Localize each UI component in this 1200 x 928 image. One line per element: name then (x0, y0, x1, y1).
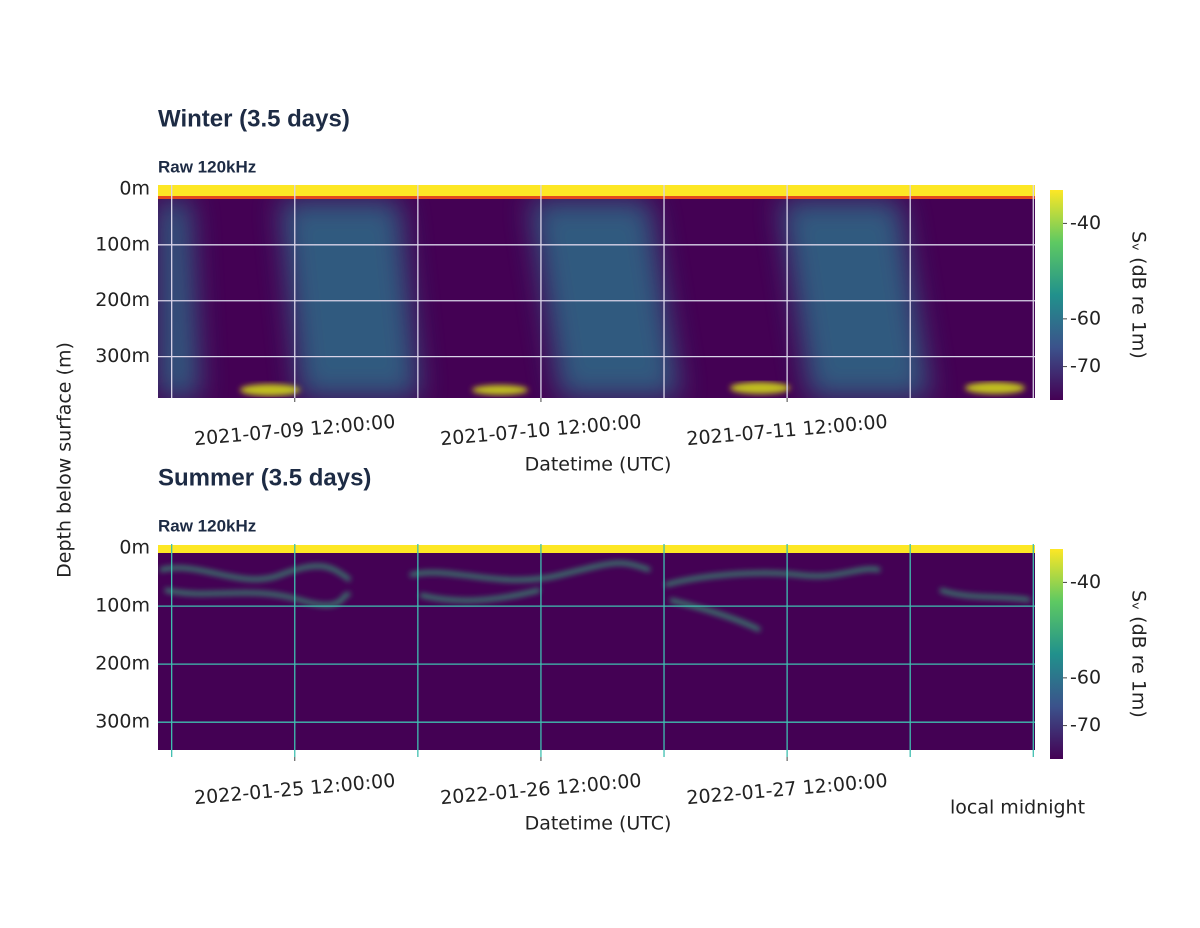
echogram-texture (158, 185, 1035, 398)
x-axis-label: Datetime (UTC) (525, 454, 672, 476)
y-tick-label: 0m (119, 177, 150, 199)
midnight-marker (807, 139, 824, 171)
colorbar-tick-label: -70 (1070, 355, 1101, 377)
x-axis-label: Datetime (UTC) (525, 813, 672, 835)
midnight-marker (838, 498, 855, 530)
x-tick-label: 2021-07-10 12:00:00 (439, 411, 642, 451)
x-tick-label: 2021-07-09 12:00:00 (193, 411, 396, 451)
colorbar (1050, 549, 1063, 759)
legend-marker (903, 790, 922, 826)
y-tick-label: 200m (95, 653, 150, 675)
y-tick-label: 300m (95, 711, 150, 733)
colorbar (1050, 190, 1063, 400)
y-tick-label: 200m (95, 289, 150, 311)
colorbar-tick-label: -70 (1070, 714, 1101, 736)
x-tick-label: 2021-07-11 12:00:00 (686, 411, 889, 451)
panel-title: Winter (3.5 days) (158, 105, 350, 132)
y-tick-label: 0m (119, 537, 150, 559)
y-tick-label: 100m (95, 595, 150, 617)
panel-subtitle: Raw 120kHz (158, 516, 256, 535)
midnight-marker (325, 139, 342, 171)
x-tick-label: 2022-01-26 12:00:00 (439, 770, 642, 810)
colorbar-tick-label: -40 (1070, 212, 1101, 234)
y-tick-label: 300m (95, 345, 150, 367)
y-tick-label: 100m (95, 233, 150, 255)
echogram-texture (158, 545, 1035, 750)
panel-subtitle: Raw 120kHz (158, 157, 256, 176)
x-tick-label: 2022-01-27 12:00:00 (686, 770, 889, 810)
colorbar-label: Sᵥ (dB re 1m) (1128, 231, 1150, 359)
colorbar-tick-label: -60 (1070, 666, 1101, 688)
midnight-marker (335, 498, 352, 530)
x-tick-label: 2022-01-25 12:00:00 (193, 770, 396, 810)
colorbar-label: Sᵥ (dB re 1m) (1128, 590, 1150, 718)
colorbar-tick-label: -40 (1070, 571, 1101, 593)
panel-title: Summer (3.5 days) (158, 464, 371, 491)
legend-label: local midnight (950, 797, 1085, 819)
y-axis-label: Depth below surface (m) (54, 342, 76, 578)
colorbar-tick-label: -60 (1070, 307, 1101, 329)
midnight-marker (586, 498, 603, 530)
midnight-marker (571, 139, 588, 171)
